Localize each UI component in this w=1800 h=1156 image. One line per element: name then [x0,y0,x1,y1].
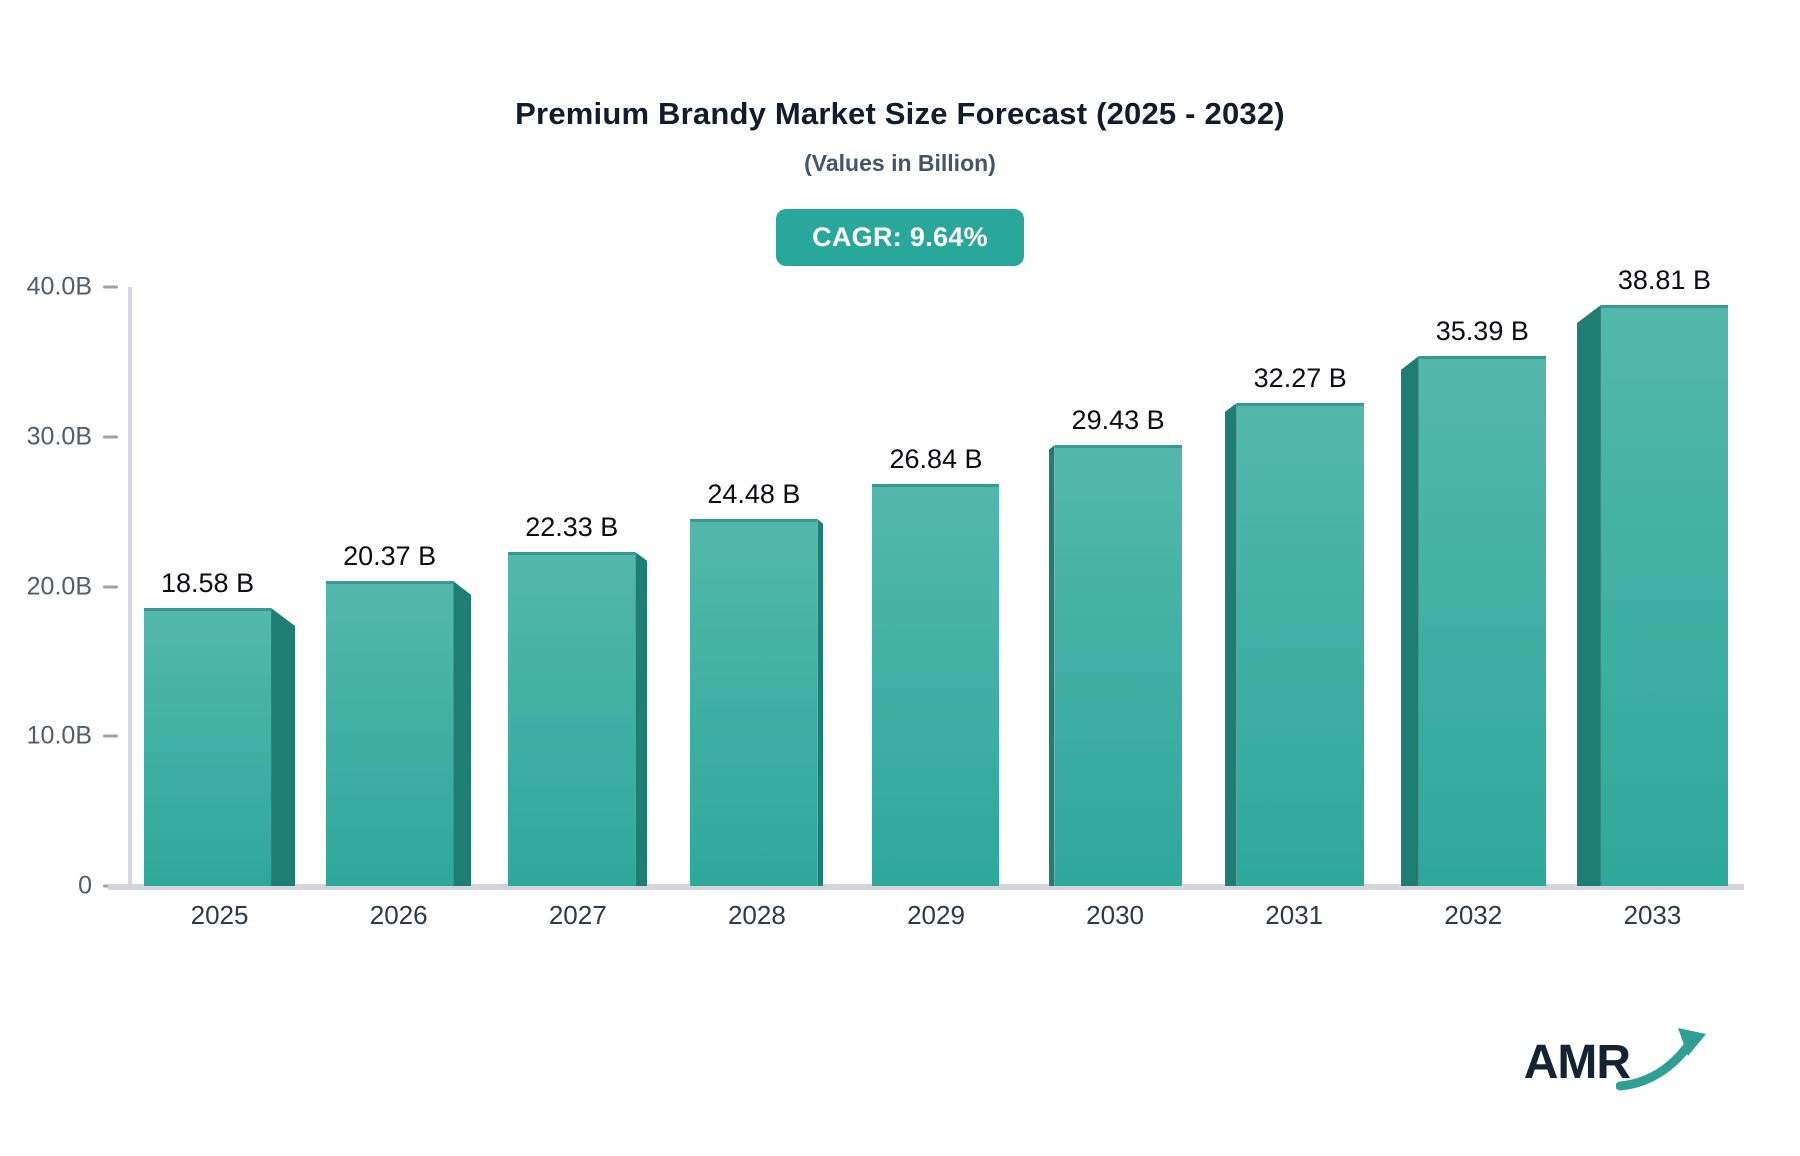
bar-value-label: 32.27 B [1253,363,1347,393]
bar-front-face [1236,403,1364,886]
bar-group: 38.81 B [1563,265,1742,886]
bar-2032: 35.39 B [1400,316,1546,886]
bar-side-face [453,581,472,886]
bar-group: 35.39 B [1384,287,1563,886]
bar-group: 24.48 B [667,287,846,886]
bar-front-face [508,552,636,886]
bar-group: 26.84 B [846,287,1025,886]
x-tick-label: 2030 [1086,900,1145,930]
y-tick-label: 10.0B [26,721,92,750]
bar-front-face [1600,305,1728,886]
x-tick-label: 2029 [907,900,965,930]
y-tick-label: 20.0B [26,572,92,600]
x-tick-label: 2033 [1623,900,1682,930]
bar-plot-area: 18.58 B 20.37 B 22.33 B 24.48 B 26.84 B 29.43… [130,265,1742,886]
x-tick-label: 2032 [1444,900,1503,930]
bar-group: 22.33 B [488,287,667,886]
x-axis-labels: 2025 2026 2027 2028 2029 2030 2031 2032 2033 [130,900,1742,931]
bar-2027: 22.33 B [508,512,648,886]
bar-side-face [1576,305,1601,886]
chart-subtitle: (Values in Billion) [804,150,996,176]
bar-value-label: 26.84 B [889,444,983,474]
x-axis-baseline [108,884,1744,890]
bar-side-face [817,519,824,886]
bar-front-face [1054,445,1182,886]
bar-value-label: 38.81 B [1617,265,1711,295]
bar-side-face [271,608,296,886]
bar-front-face [1418,356,1546,886]
chart-title: Premium Brandy Market Size Forecast (202… [515,96,1285,131]
bar-front-face [872,484,1000,886]
y-tick-label: 30.0B [26,422,92,451]
bar-group: 32.27 B [1205,287,1384,886]
x-tick-label: 2026 [369,900,428,930]
y-tick-mark [103,435,118,439]
bar-side-face [1224,403,1237,886]
bar-group: 18.58 B [130,287,309,886]
bar-2030: 29.43 B [1048,405,1182,886]
amr-logo-text: AMR [1523,1035,1631,1089]
bar-2025: 18.58 B [144,568,296,886]
y-tick-mark [103,585,118,588]
bar-front-face [326,581,454,886]
bar-value-label: 29.43 B [1071,405,1165,435]
bar-2031: 32.27 B [1224,363,1364,886]
bar-2029: 26.84 B [872,444,1000,886]
x-tick-label: 2025 [190,900,249,930]
bar-value-label: 22.33 B [525,512,619,542]
bar-2028: 24.48 B [690,479,824,886]
x-tick-label: 2028 [727,900,786,930]
growth-arrow-icon [1616,1028,1706,1091]
x-tick-label: 2031 [1265,900,1324,930]
y-tick-mark [103,285,118,289]
x-tick-label: 2027 [548,900,607,930]
cagr-badge: CAGR: 9.64% [776,209,1024,266]
bar-side-face [635,552,648,886]
y-tick-mark [103,734,118,738]
bar-group: 20.37 B [309,287,488,886]
bar-value-label: 35.39 B [1435,316,1529,346]
y-tick-label: 40.0B [26,272,92,301]
bar-value-label: 20.37 B [343,541,437,571]
y-axis-line [128,287,132,888]
bar-value-label: 18.58 B [161,568,255,598]
badge-row: CAGR: 9.64% [0,209,1800,266]
bar-side-face [1400,356,1419,886]
bar-side-face [1048,445,1055,886]
y-tick-label: 0 [78,871,92,900]
bar-2033: 38.81 B [1576,265,1728,886]
chart-header: Premium Brandy Market Size Forecast (202… [0,0,1800,266]
bar-value-label: 24.48 B [707,479,801,509]
bar-2026: 20.37 B [326,541,472,886]
bar-group: 29.43 B [1026,287,1205,886]
amr-logo: AMR [1523,1028,1708,1094]
bar-front-face [690,519,818,886]
bar-front-face [144,608,272,886]
